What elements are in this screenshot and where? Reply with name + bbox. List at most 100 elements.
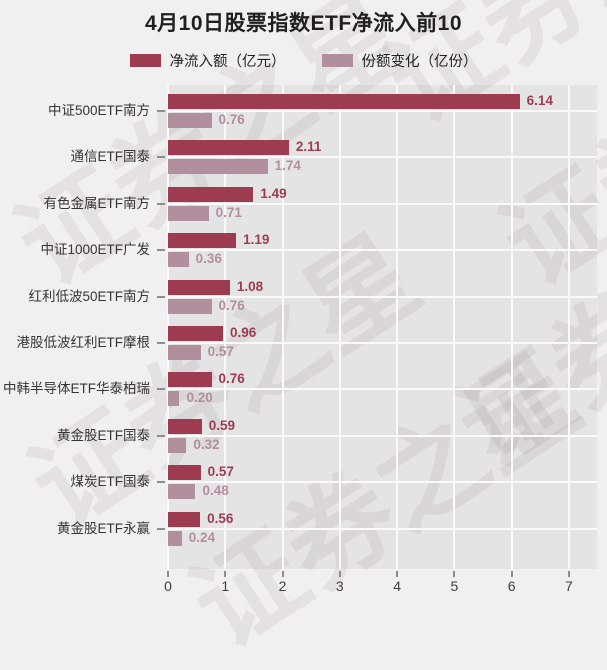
chart-legend: 净流入额（亿元） 份额变化（亿份） (0, 50, 607, 70)
share-change-bar (168, 484, 196, 500)
net-inflow-bar (168, 465, 201, 481)
gridline-horizontal (168, 527, 597, 530)
chart-title: 4月10日股票指数ETF净流入前10 (144, 12, 463, 35)
net-inflow-value: 0.96 (229, 325, 257, 340)
y-tick-mark (157, 202, 165, 205)
net-inflow-value: 6.14 (526, 93, 553, 108)
category-label: 红利低波50ETF南方 (28, 288, 150, 304)
gridline-horizontal (168, 388, 597, 391)
legend-label-share-change: 份额变化（亿份） (361, 53, 478, 70)
x-tick-mark (510, 571, 513, 577)
net-inflow-value: 0.56 (207, 510, 234, 526)
x-tick-label: 7 (565, 578, 573, 594)
y-tick-mark (157, 434, 165, 437)
category-label: 黄金股ETF国泰 (57, 427, 150, 443)
gridline-horizontal (168, 156, 597, 159)
net-inflow-value: 0.59 (208, 417, 236, 433)
share-change-value: 0.20 (186, 390, 213, 406)
y-tick-mark (157, 388, 165, 391)
x-tick-label: 4 (393, 578, 401, 594)
share-change-value: 0.36 (195, 251, 222, 267)
y-tick-mark (157, 295, 165, 298)
share-change-value: 0.24 (188, 529, 216, 545)
gridline-vertical (396, 85, 399, 569)
x-tick-label: 5 (450, 578, 459, 594)
y-tick-mark (157, 342, 165, 344)
share-change-bar (168, 530, 182, 546)
y-tick-mark (157, 156, 165, 159)
share-change-bar (168, 205, 209, 221)
gridline-horizontal (168, 342, 597, 344)
x-tick-mark (167, 571, 169, 577)
x-tick-mark (281, 571, 284, 577)
share-change-value: 0.71 (215, 204, 242, 220)
net-inflow-bar (168, 279, 230, 295)
share-change-value: 0.76 (218, 297, 245, 313)
y-tick-mark (157, 110, 165, 112)
share-change-value: 1.74 (274, 158, 301, 174)
y-tick-mark (157, 481, 165, 484)
share-change-value: 0.48 (202, 483, 229, 499)
gridline-horizontal (168, 295, 597, 298)
net-inflow-value: 0.76 (218, 371, 245, 387)
net-inflow-value: 1.08 (236, 278, 264, 294)
gridline-vertical (338, 85, 341, 569)
x-tick-mark (224, 571, 227, 577)
net-inflow-bar (168, 140, 289, 156)
share-change-value: 0.76 (218, 112, 245, 127)
share-change-bar (168, 159, 268, 175)
share-change-bar (168, 298, 212, 314)
share-change-swatch (321, 53, 353, 67)
share-change-bar (168, 252, 189, 268)
legend-item-share-change: 份额变化（亿份） (321, 50, 478, 71)
gridline-horizontal (168, 249, 597, 252)
category-label: 煤炭ETF国泰 (70, 474, 151, 490)
gridline-horizontal (168, 481, 597, 484)
gridline-vertical (567, 85, 570, 569)
share-change-bar (168, 391, 180, 407)
net-inflow-bar (168, 326, 223, 341)
net-inflow-bar (168, 372, 212, 388)
net-inflow-bar (168, 233, 237, 249)
y-tick-mark (157, 527, 165, 530)
share-change-value: 0.32 (193, 436, 220, 452)
share-change-value: 0.57 (207, 344, 234, 359)
x-tick-label: 0 (164, 578, 172, 594)
category-label: 中证500ETF南方 (47, 103, 150, 118)
net-inflow-swatch (129, 53, 161, 67)
gridline-vertical (453, 85, 456, 569)
share-change-bar (168, 113, 212, 128)
legend-item-net-inflow: 净流入额（亿元） (129, 50, 286, 71)
gridline-horizontal (168, 202, 597, 205)
x-tick-mark (396, 571, 399, 577)
x-tick-mark (453, 571, 456, 577)
net-inflow-bar (168, 511, 201, 527)
y-tick-mark (157, 249, 165, 252)
x-tick-label: 2 (278, 578, 287, 594)
x-tick-label: 1 (221, 578, 230, 594)
category-label: 通信ETF国泰 (70, 149, 151, 165)
net-inflow-value: 2.11 (295, 139, 322, 155)
category-label: 有色金属ETF南方 (43, 195, 151, 211)
gridline-vertical (510, 85, 513, 569)
net-inflow-bar (168, 94, 520, 109)
category-label: 中韩半导体ETF华泰柏瑞 (3, 381, 150, 397)
x-tick-mark (567, 571, 570, 577)
category-label: 港股低波红利ETF摩根 (16, 335, 151, 350)
gridline-vertical (281, 85, 284, 569)
net-inflow-value: 1.19 (243, 232, 270, 248)
category-label: 中证1000ETF广发 (40, 242, 150, 258)
x-tick-mark (338, 571, 341, 577)
gridline-horizontal (168, 110, 597, 112)
share-change-bar (168, 437, 187, 453)
category-label: 黄金股ETF永赢 (57, 520, 150, 536)
net-inflow-bar (168, 186, 254, 202)
gridline-horizontal (168, 434, 597, 437)
net-inflow-bar (168, 418, 202, 434)
net-inflow-value: 0.57 (207, 464, 234, 480)
net-inflow-value: 1.49 (260, 185, 287, 201)
x-tick-label: 6 (507, 578, 516, 594)
legend-label-net-inflow: 净流入额（亿元） (169, 53, 286, 70)
gridline-vertical (224, 85, 227, 569)
x-tick-label: 3 (335, 578, 344, 594)
